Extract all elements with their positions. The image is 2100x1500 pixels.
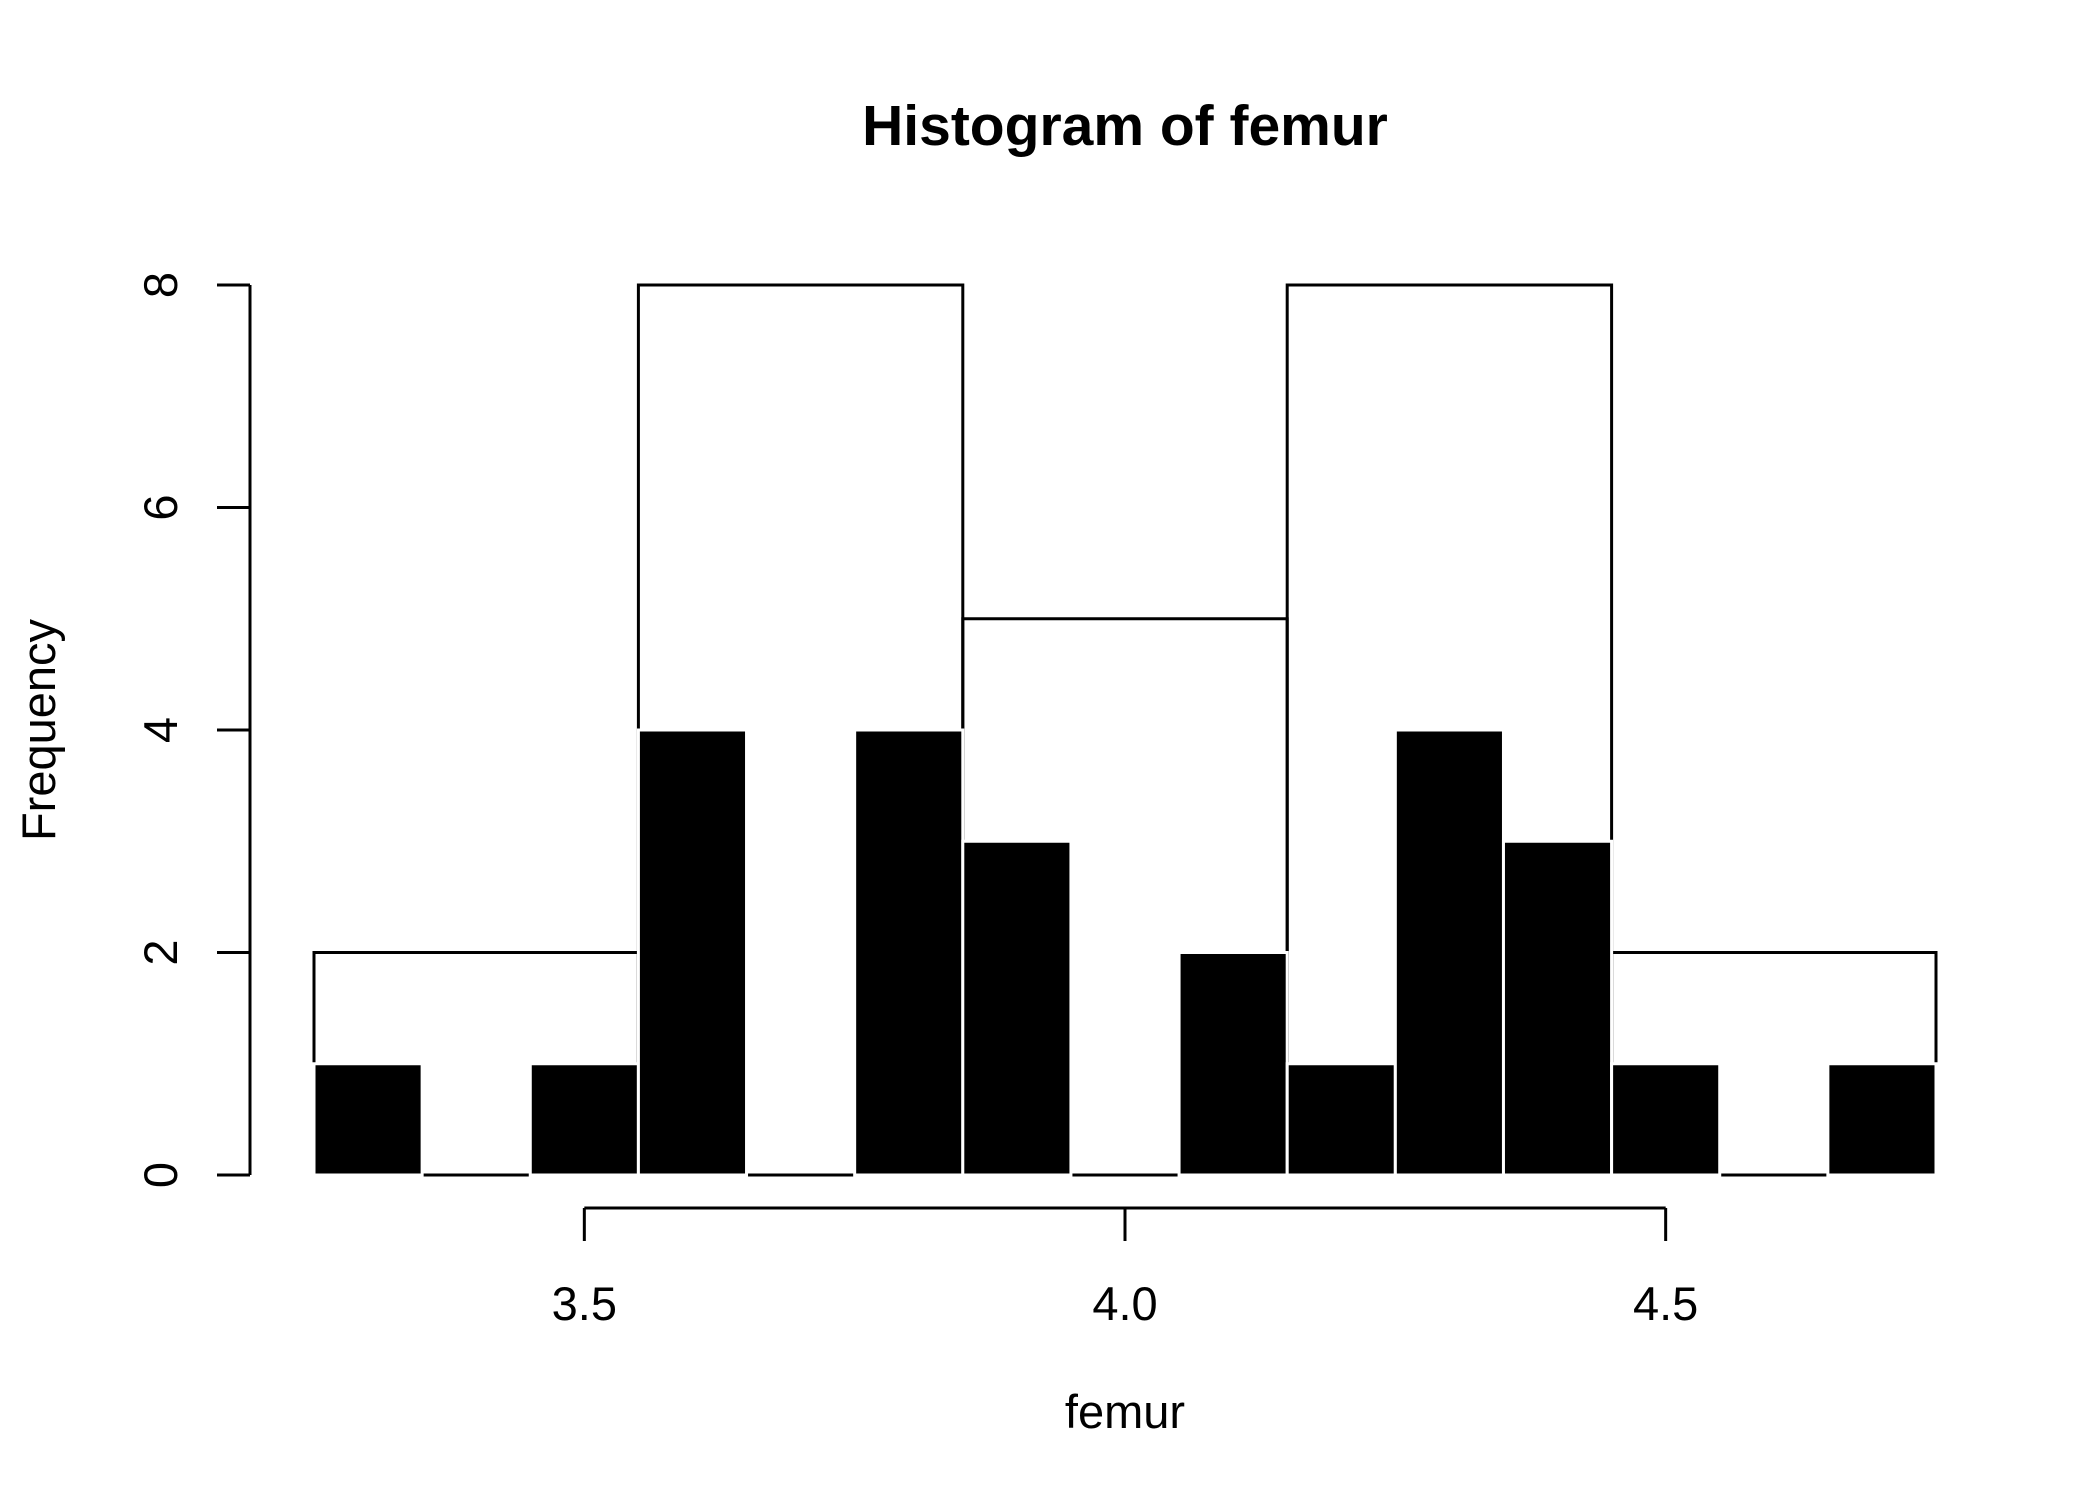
filled-bar-3: [528, 1062, 640, 1177]
filled-histogram-series: [312, 728, 1938, 1177]
filled-bar-1: [312, 1062, 424, 1177]
filled-bar-4: [636, 728, 749, 1177]
y-tick-label-4: 4: [134, 717, 187, 743]
filled-bar-11: [1393, 728, 1505, 1177]
filled-bar-10: [1285, 1062, 1397, 1177]
y-tick-label-2: 2: [134, 939, 187, 965]
y-axis-label: Frequency: [12, 618, 65, 841]
filled-bar-6: [853, 728, 965, 1177]
y-axis-ticks: 0 2 4 6 8: [134, 272, 250, 1188]
y-tick-label-6: 6: [134, 494, 187, 520]
plot-area: [312, 283, 1938, 1177]
y-tick-label-0: 0: [134, 1162, 187, 1188]
filled-bar-7: [961, 839, 1073, 1177]
x-axis-label: femur: [1065, 1385, 1185, 1438]
filled-bar-13: [1610, 1062, 1722, 1177]
filled-bar-12: [1501, 839, 1614, 1177]
x-tick-label-3.5: 3.5: [552, 1277, 617, 1330]
filled-bar-15: [1826, 1062, 1938, 1177]
y-axis: 0 2 4 6 8: [134, 272, 252, 1188]
x-axis: 3.5 4.0 4.5: [552, 1206, 1698, 1330]
x-tick-label-4.5: 4.5: [1633, 1277, 1698, 1330]
y-tick-label-8: 8: [134, 272, 187, 298]
filled-bar-9: [1177, 951, 1289, 1177]
x-tick-label-4.0: 4.0: [1092, 1277, 1157, 1330]
chart-title: Histogram of femur: [862, 94, 1388, 158]
x-axis-ticks: 3.5 4.0 4.5: [552, 1208, 1698, 1330]
